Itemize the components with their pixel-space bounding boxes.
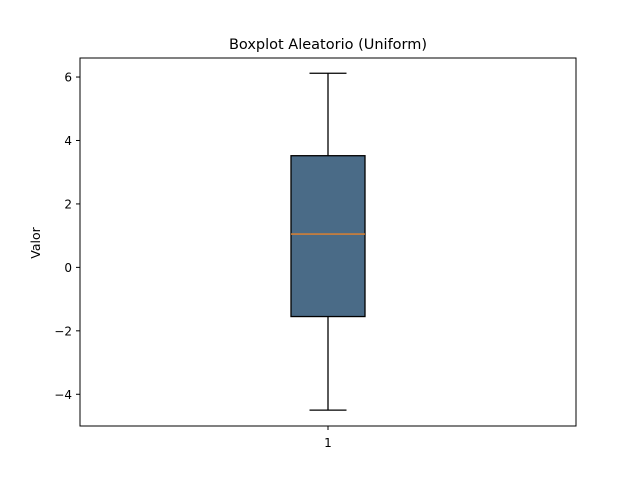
box-iqr [290, 155, 366, 318]
chart-title: Boxplot Aleatorio (Uniform) [229, 37, 427, 53]
y-tick-label: 6 [64, 71, 72, 85]
y-tick-label: −2 [54, 324, 72, 338]
axes-frame [79, 57, 577, 427]
x-tick-label: 1 [324, 436, 332, 450]
plot-area [290, 72, 366, 411]
y-axis-label: Valor [28, 226, 43, 258]
y-tick-label: −4 [54, 388, 72, 402]
x-axis-ticks: 1 [324, 426, 332, 450]
y-axis-ticks: −4 −2 0 2 4 6 [54, 71, 80, 402]
y-tick-label: 2 [64, 197, 72, 211]
y-tick-label: 0 [64, 261, 72, 275]
y-tick-label: 4 [64, 134, 72, 148]
